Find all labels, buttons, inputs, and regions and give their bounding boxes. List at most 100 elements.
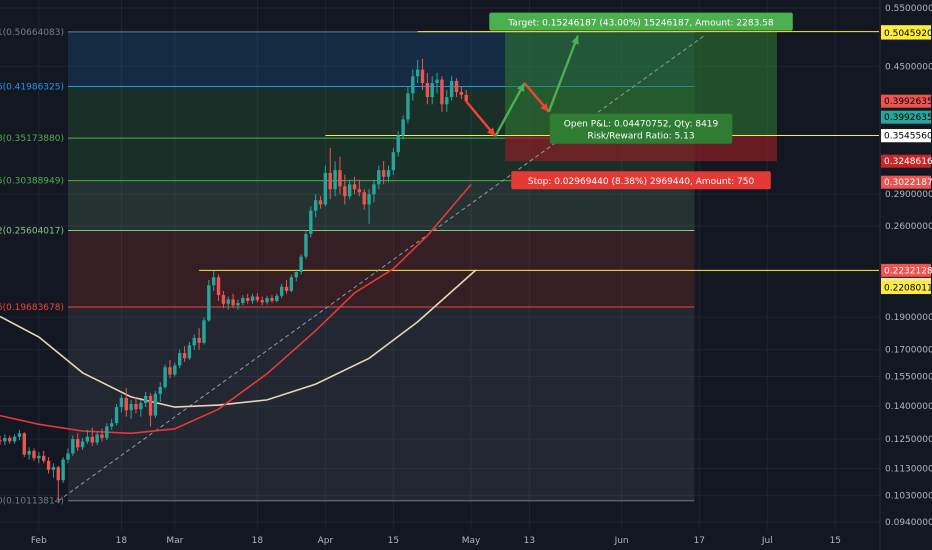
candle-body: [449, 80, 454, 98]
x-axis-tick-label: 15: [830, 536, 841, 546]
candle-body: [109, 423, 114, 427]
candle-body: [440, 79, 444, 105]
candle-body: [182, 353, 187, 359]
fib-retracement[interactable]: 1(0.50664083) 0.786(0.41986325) 0.618(0.35…: [0, 28, 695, 507]
red-moving-average: [0, 183, 472, 435]
candle-body: [367, 194, 371, 205]
candle: [139, 399, 143, 417]
candle-body: [114, 407, 119, 424]
candle-body: [454, 80, 459, 93]
price-label-bg: [881, 94, 931, 108]
candle: [270, 295, 274, 304]
candle-body: [105, 426, 109, 438]
candle: [148, 392, 153, 427]
candle-body: [119, 397, 124, 408]
candle: [304, 230, 308, 260]
projection-arrows[interactable]: [465, 35, 580, 137]
candle: [464, 89, 468, 103]
candle-body: [100, 434, 104, 438]
candle-body: [3, 437, 7, 442]
candle: [226, 296, 230, 310]
candle: [386, 165, 391, 183]
candle: [163, 364, 167, 389]
candle-body: [245, 297, 250, 301]
pnl-label-text: Risk/Reward Ratio: 5.13: [587, 132, 694, 142]
candle: [449, 76, 454, 101]
fib-level-label: 0.618(0.35173880): [0, 134, 64, 144]
candle-body: [372, 184, 376, 195]
candle-body: [313, 200, 318, 211]
candle: [211, 270, 216, 291]
fib-level-label: 0.786(0.41986325): [0, 83, 64, 93]
moving-averages: [0, 183, 477, 435]
x-axis-bg: [0, 530, 932, 550]
candle: [231, 293, 235, 309]
candle-body: [343, 186, 347, 197]
candle-body: [386, 170, 391, 177]
cream-moving-average: [0, 269, 477, 408]
candle: [71, 435, 75, 456]
candle: [37, 452, 41, 464]
price-label: 0.39926354: [884, 113, 932, 123]
candle: [51, 463, 56, 478]
candle: [352, 176, 357, 195]
projection-arrow-segment[interactable]: [494, 82, 526, 137]
price-label-bg: [881, 110, 931, 124]
candle-body: [464, 94, 468, 102]
price-label-bg: [881, 281, 931, 295]
candle-body: [391, 152, 396, 171]
candle-body: [309, 210, 313, 234]
candle: [153, 390, 158, 418]
candle: [279, 284, 284, 298]
candle: [440, 76, 444, 112]
candle-body: [352, 184, 357, 190]
candle: [347, 179, 352, 200]
candle-body: [129, 404, 133, 411]
candle: [425, 72, 430, 105]
x-axis[interactable]: Feb 18 Mar 18 Apr 15 May 13 Jun 17 Jul 15: [0, 530, 932, 550]
candle-body: [435, 79, 439, 84]
candle: [80, 437, 85, 450]
price-label-bg: [881, 154, 931, 168]
candle-body: [241, 297, 245, 304]
pnl-label-text: Open P&L: 0.04470752, Qty: 8419: [564, 120, 719, 130]
candle: [333, 161, 337, 197]
candle-body: [236, 303, 240, 306]
candle-body: [46, 460, 51, 470]
pnl-label-box: [549, 113, 733, 144]
fib-level-label: 1(0.50664083): [0, 28, 64, 38]
candle: [66, 448, 70, 464]
candle: [454, 78, 459, 98]
candle-body: [299, 256, 303, 272]
candle-body: [148, 395, 153, 416]
candle-body: [260, 300, 264, 303]
candle-body: [139, 402, 143, 410]
candle-body: [90, 436, 94, 443]
projection-arrow-segment[interactable]: [547, 35, 580, 113]
candle-body: [173, 365, 177, 375]
candle: [8, 435, 12, 444]
x-axis-tick-label: Apr: [318, 536, 334, 546]
candle: [406, 86, 410, 124]
price-label: 0.30221874: [884, 178, 932, 188]
candle: [328, 147, 332, 200]
candle: [56, 465, 60, 501]
candle: [411, 69, 415, 101]
candle-body: [66, 453, 70, 460]
candle-body: [143, 395, 148, 403]
candle-body: [197, 337, 201, 343]
candle: [207, 279, 211, 322]
candle-body: [134, 404, 138, 410]
candle: [124, 387, 128, 417]
candle-body: [377, 170, 381, 185]
